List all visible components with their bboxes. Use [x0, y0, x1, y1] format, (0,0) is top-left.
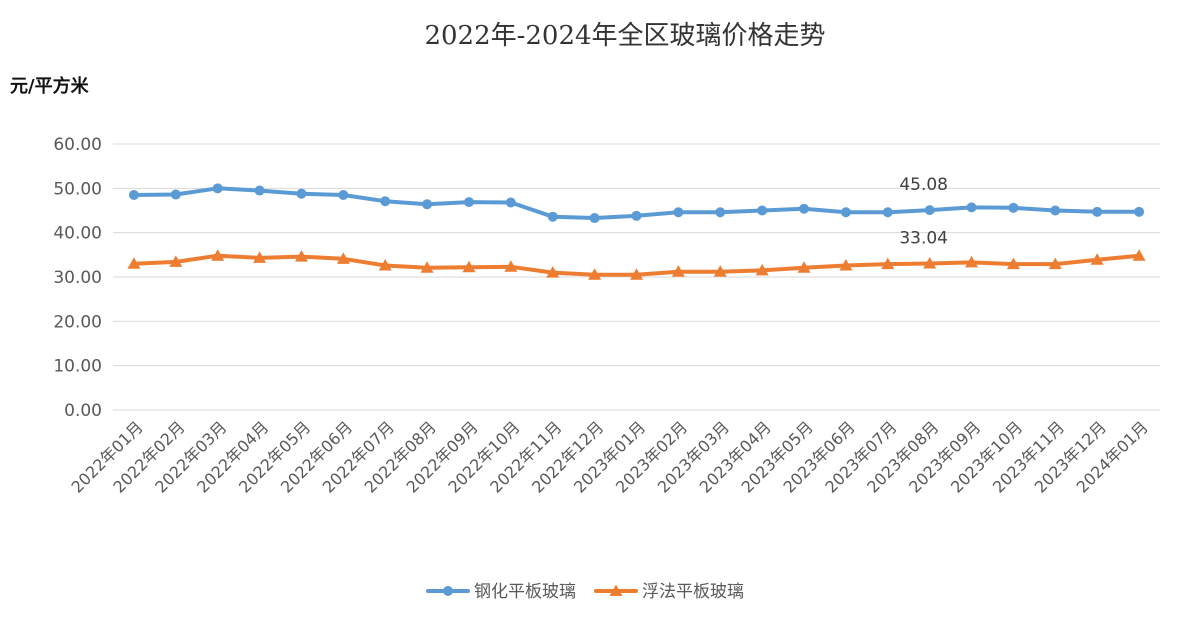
data-point [923, 257, 937, 269]
data-point [462, 260, 476, 273]
y-axis-ticks: 0.00 10.00 20.00 30.00 40.00 50.00 60.00 [53, 135, 102, 421]
data-point [924, 205, 935, 216]
data-point [1134, 206, 1145, 217]
y-tick-label: 40.00 [53, 224, 102, 244]
data-point [253, 251, 267, 263]
data-point [1048, 257, 1062, 270]
y-tick-label: 20.00 [53, 312, 102, 332]
legend: 钢化平板玻璃 浮法平板玻璃 [426, 582, 744, 602]
data-point [1090, 253, 1104, 265]
y-tick-label: 10.00 [53, 357, 102, 377]
data-point [840, 207, 851, 218]
data-point [547, 211, 558, 222]
data-point [211, 249, 225, 261]
data-point [1006, 257, 1020, 270]
data-point [713, 265, 727, 277]
data-point [755, 263, 769, 276]
data-labels: 45.08 33.04 [899, 175, 948, 248]
data-point [127, 257, 141, 269]
data-point [757, 205, 768, 216]
data-point [965, 255, 979, 268]
data-point [254, 185, 265, 196]
series-lines [127, 183, 1146, 280]
data-point [420, 261, 434, 273]
data-point [422, 199, 433, 210]
data-point [1008, 202, 1019, 213]
legend-label: 浮法平板玻璃 [642, 582, 744, 602]
y-tick-label: 50.00 [53, 179, 102, 199]
data-point [212, 183, 223, 194]
data-point [882, 207, 893, 218]
data-point [128, 189, 139, 200]
data-point [294, 250, 308, 262]
x-axis-ticks: 2022年01月2022年02月2022年03月2022年04月2022年05月… [68, 417, 1152, 496]
data-point [380, 196, 391, 207]
data-point [1132, 249, 1146, 261]
data-point [338, 189, 349, 200]
data-label: 33.04 [899, 229, 948, 249]
data-point [336, 252, 350, 264]
data-point [505, 197, 516, 208]
y-tick-label: 60.00 [53, 135, 102, 155]
legend-marker [609, 584, 623, 596]
data-point [715, 207, 726, 218]
data-point [169, 255, 183, 267]
data-point [1050, 205, 1061, 216]
data-point [671, 265, 685, 277]
data-point [296, 188, 307, 199]
data-point [839, 258, 853, 271]
data-label: 45.08 [899, 175, 948, 195]
data-point [463, 197, 474, 208]
data-point [1092, 206, 1103, 217]
data-point [881, 257, 895, 270]
data-point [546, 266, 560, 278]
data-point [673, 207, 684, 218]
data-point [378, 258, 392, 271]
data-point [631, 210, 642, 221]
y-tick-label: 0.00 [64, 401, 102, 421]
legend-marker [443, 586, 453, 596]
gridlines [113, 143, 1160, 411]
data-point [170, 189, 181, 200]
chart-title: 2022年-2024年全区玻璃价格走势 [424, 21, 825, 51]
data-point [588, 268, 602, 280]
data-point [797, 261, 811, 273]
data-point [630, 268, 643, 280]
data-point [504, 260, 518, 272]
y-axis-unit-label: 元/平方米 [10, 75, 90, 97]
data-point [799, 203, 810, 214]
y-tick-label: 30.00 [53, 268, 102, 288]
legend-label: 钢化平板玻璃 [474, 582, 576, 602]
data-point [589, 213, 600, 224]
data-point [966, 202, 977, 213]
